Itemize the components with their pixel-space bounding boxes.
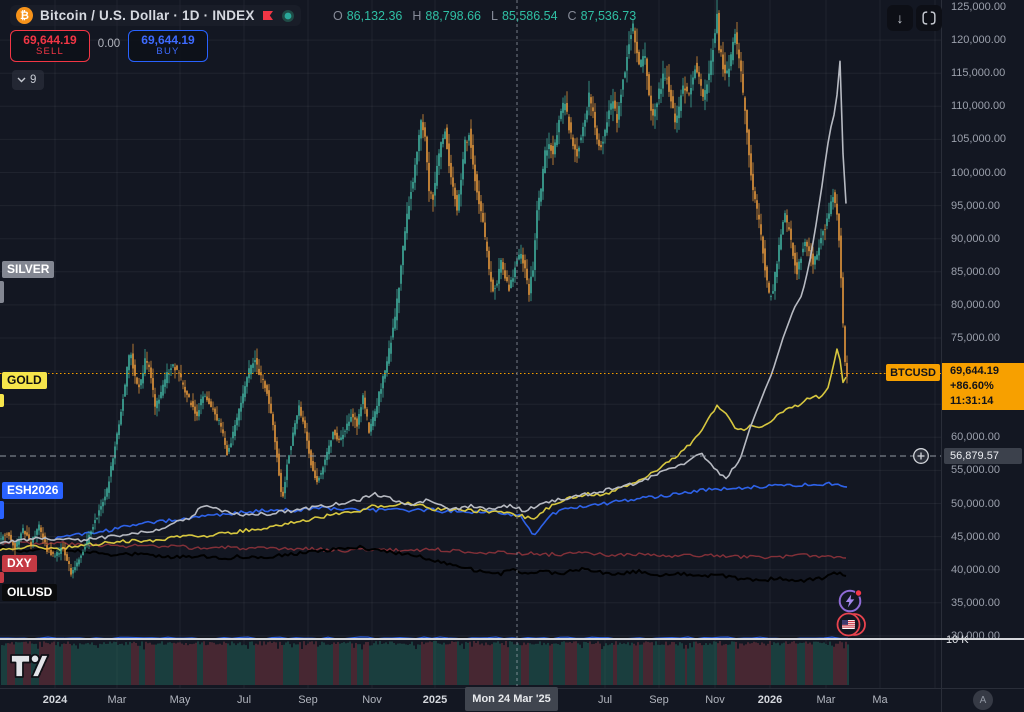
time-axis-label: Ma — [872, 694, 888, 706]
crosshair-date-label: Mon 24 Mar '25 — [465, 687, 558, 711]
time-axis-label: Nov — [705, 694, 725, 706]
high-label: H — [412, 9, 422, 23]
tradingview-logo[interactable] — [9, 652, 51, 680]
fullscreen-icon — [922, 11, 936, 25]
market-status-icon[interactable] — [281, 9, 295, 23]
price-axis-label: 80,000.00 — [951, 298, 1000, 311]
price-axis-label: 45,000.00 — [951, 530, 1000, 543]
sell-button[interactable]: 69,644.19 SELL — [10, 30, 90, 62]
compare-line-gold — [0, 348, 847, 552]
time-axis-label: Jul — [236, 694, 252, 706]
bitcoin-logo-icon: ₿ — [16, 7, 33, 24]
series-label-sliver — [0, 281, 4, 303]
price-axis[interactable]: 125,000.00 120,000.00 115,000.00 110,000.00… — [941, 0, 1024, 688]
compare-line-silver — [0, 60, 847, 545]
series-label-sliver — [0, 501, 4, 519]
sell-price: 69,644.19 — [23, 32, 77, 47]
series-label-sliver — [0, 572, 4, 583]
fullscreen-button[interactable] — [916, 5, 942, 31]
close-label: C — [567, 9, 577, 23]
price-axis-label: 50,000.00 — [951, 497, 1000, 510]
compare-line-oilusd — [0, 544, 847, 583]
low-value: 85,586.54 — [501, 9, 558, 23]
close-value: 87,536.73 — [580, 9, 637, 23]
price-axis-label: 105,000.00 — [951, 133, 1007, 146]
price-chart-canvas[interactable] — [0, 0, 941, 688]
price-axis-label: 115,000.00 — [951, 67, 1006, 80]
time-axis-label: 2024 — [42, 694, 68, 706]
news-lightning-icon[interactable] — [837, 588, 865, 614]
indicator-value: 9 — [30, 74, 37, 86]
pane-separator[interactable] — [0, 638, 1024, 640]
low-label: L — [490, 9, 498, 23]
last-price: 69,644.19 — [950, 365, 999, 377]
open-label: O — [333, 9, 343, 23]
silver-line-top — [0, 60, 847, 545]
symbol-price-tag[interactable]: BTCUSD — [886, 364, 940, 381]
add-alert-plus-icon[interactable] — [912, 447, 930, 465]
spread-value: 0.00 — [97, 38, 121, 50]
time-axis-label: Sep — [298, 694, 318, 706]
price-axis-label: 75,000.00 — [951, 332, 1000, 344]
time-axis-label: Jul — [597, 694, 613, 706]
volume-scale-label: 10 K — [946, 634, 969, 646]
symbol-header[interactable]: ₿ Bitcoin / U.S. Dollar · 1D · INDEX — [10, 5, 301, 26]
series-label-oilusd[interactable]: OILUSD — [2, 584, 58, 601]
last-price-countdown: 11:31:14 — [950, 395, 994, 407]
symbol-title: Bitcoin / U.S. Dollar · 1D · INDEX — [40, 8, 255, 23]
compare-line-dxy — [0, 540, 847, 560]
series-label-dxy[interactable]: DXY — [2, 555, 37, 572]
last-price-axis-label: 69,644.19 +86.60% 11:31:14 — [942, 363, 1024, 410]
time-axis-label: May — [169, 694, 191, 706]
ohlc-readout: O 86,132.36 H 88,798.66 L 85,586.54 C 87… — [327, 9, 646, 23]
label-drag-dots: ··· — [874, 368, 887, 379]
grid — [0, 0, 941, 688]
series-label-sliver — [0, 394, 4, 407]
buy-label: BUY — [156, 46, 180, 58]
series-label-gold[interactable]: GOLD — [2, 372, 47, 389]
axis-divider — [941, 0, 942, 712]
economic-calendar-flag-icon[interactable] — [835, 611, 867, 638]
open-value: 86,132.36 — [346, 9, 403, 23]
flag-icon[interactable] — [262, 10, 274, 22]
time-axis-label: Sep — [649, 694, 669, 706]
indicator-value-chip[interactable]: 9 — [12, 70, 45, 90]
price-axis-label: 40,000.00 — [951, 563, 1000, 576]
time-axis-label: 2026 — [757, 694, 783, 706]
time-axis-label: Nov — [362, 694, 382, 706]
crosshair-price-label: 56,879.57 — [944, 448, 1022, 464]
download-icon: ↓ — [896, 10, 904, 26]
candles — [0, 0, 848, 579]
us-flag — [842, 620, 855, 629]
series-label-esh2026[interactable]: ESH2026 — [2, 482, 64, 499]
price-axis-label: 55,000.00 — [951, 464, 1000, 477]
time-axis-label: Mar — [816, 694, 836, 706]
buy-price: 69,644.19 — [141, 32, 195, 47]
time-axis-label: 2025 — [422, 694, 448, 706]
price-axis-label: 85,000.00 — [951, 265, 1000, 278]
price-axis-label: 95,000.00 — [951, 199, 1000, 212]
price-axis-label: 100,000.00 — [951, 166, 1007, 179]
download-button[interactable]: ↓ — [887, 5, 913, 31]
chevron-down-icon — [17, 77, 26, 83]
last-price-percent: +86.60% — [950, 380, 994, 392]
symbol-tag-text: BTCUSD — [890, 366, 936, 379]
price-axis-label: 110,000.00 — [951, 100, 1006, 113]
price-axis-label: 35,000.00 — [951, 596, 1000, 609]
price-axis-label: 125,000.00 — [951, 1, 1007, 13]
price-axis-label: 60,000.00 — [951, 431, 1000, 444]
volume-overlay-line — [0, 636, 849, 640]
price-axis-label: 120,000.00 — [951, 34, 1007, 47]
volume-bars — [1, 641, 849, 685]
auto-scale-button[interactable]: A — [973, 690, 993, 710]
series-label-silver[interactable]: SILVER — [2, 261, 55, 278]
sell-label: SELL — [35, 46, 65, 58]
high-value: 88,798.66 — [425, 9, 481, 23]
time-axis-label: Mar — [107, 694, 127, 706]
buy-button[interactable]: 69,644.19 BUY — [128, 30, 208, 62]
price-axis-label: 90,000.00 — [951, 232, 1000, 245]
